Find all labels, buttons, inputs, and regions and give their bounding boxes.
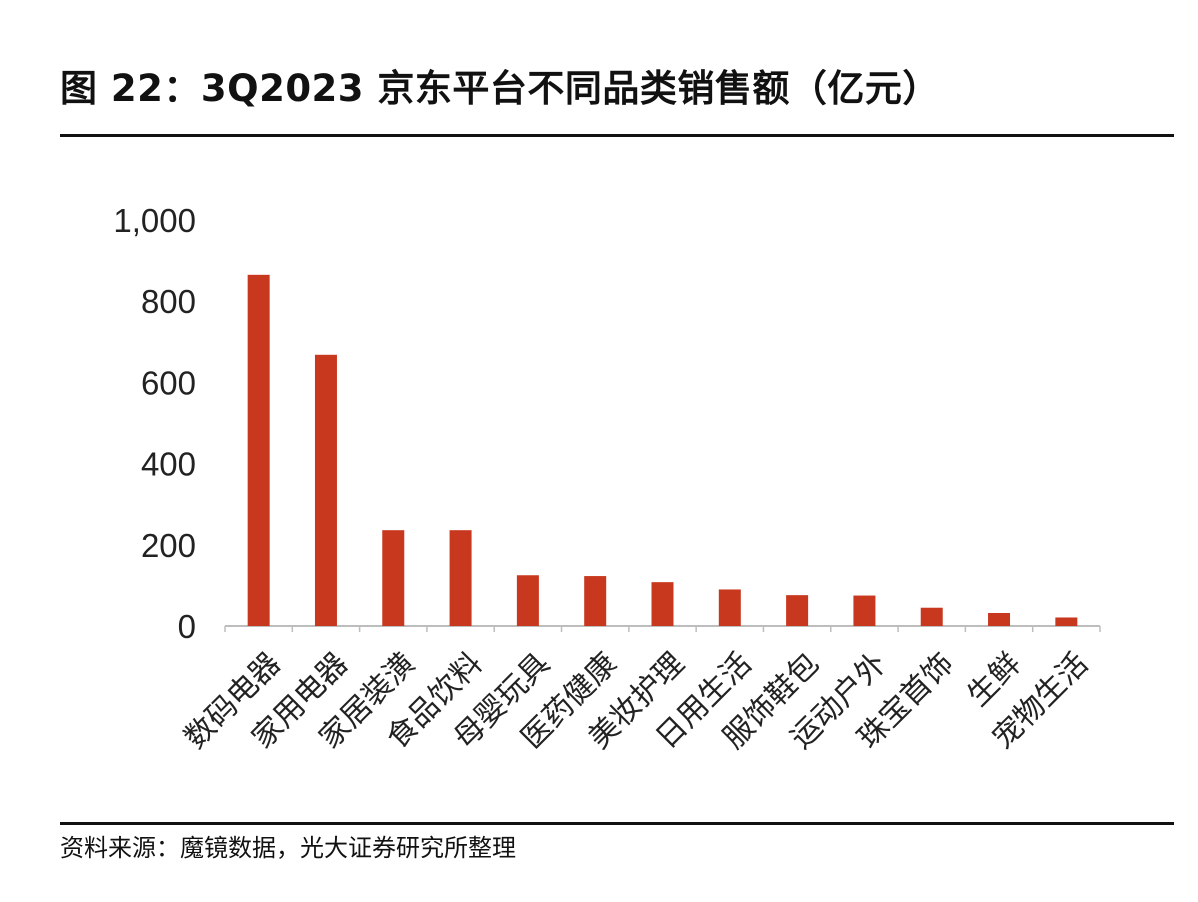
y-tick-label: 200: [141, 527, 196, 564]
y-tick-label: 600: [141, 364, 196, 401]
bar: [449, 530, 472, 626]
bar: [382, 530, 405, 626]
figure-title: 图 22：3Q2023 京东平台不同品类销售额（亿元）: [60, 67, 940, 110]
bar: [314, 354, 337, 626]
bar: [920, 607, 943, 626]
bar: [853, 595, 876, 626]
source-note: 资料来源：魔镜数据，光大证券研究所整理: [60, 834, 516, 862]
bar: [786, 595, 809, 626]
bar: [651, 582, 674, 626]
bar: [516, 575, 539, 626]
bottom-rule: [60, 822, 1174, 825]
bar: [718, 589, 741, 626]
bar: [988, 613, 1011, 626]
top-rule: [60, 134, 1174, 137]
bar: [584, 576, 607, 626]
bar: [247, 274, 270, 626]
bar-chart: 02004006008001,000数码电器家用电器家居装潢食品饮料母婴玩具医药…: [113, 202, 1101, 756]
y-tick-label: 800: [141, 283, 196, 320]
y-tick-label: 1,000: [113, 202, 196, 239]
y-tick-label: 0: [178, 608, 196, 645]
bar: [1055, 617, 1078, 626]
y-tick-label: 400: [141, 446, 196, 483]
